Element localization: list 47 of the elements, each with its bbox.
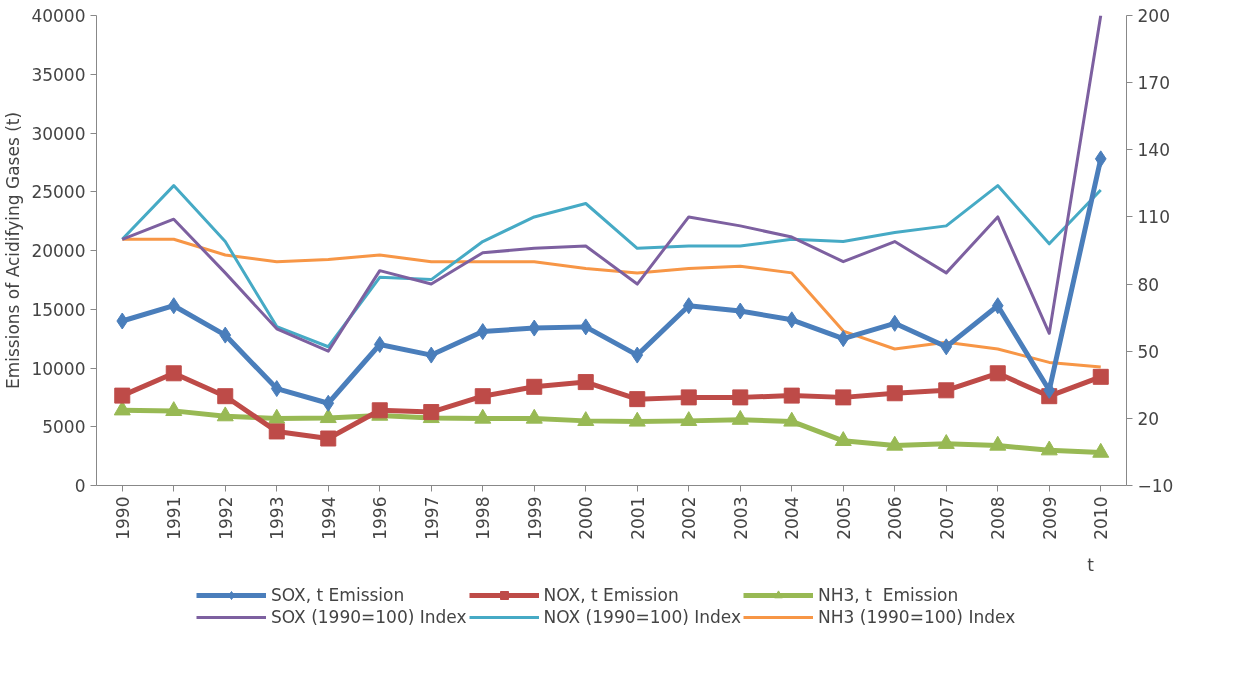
y2-tick-label: −10 bbox=[1137, 476, 1174, 496]
y-tick-label: 10000 bbox=[31, 358, 86, 379]
x-tick-label: 2006 bbox=[885, 496, 906, 540]
line-series bbox=[120, 15, 1103, 353]
x-tick-label: 1997 bbox=[421, 496, 442, 540]
x-tick-label: 1994 bbox=[318, 496, 339, 540]
y-tick-label: 25000 bbox=[31, 182, 86, 203]
x-tick-label: 1999 bbox=[524, 496, 545, 540]
x-tick-label: 2008 bbox=[988, 496, 1009, 540]
y-tick-label: 15000 bbox=[31, 299, 86, 320]
y-tick-label: 40000 bbox=[31, 6, 86, 26]
legend-label: NH3, t Emission bbox=[818, 585, 959, 605]
y2-tick-label: 140 bbox=[1137, 140, 1170, 161]
legend-label: SOX, t Emission bbox=[271, 585, 405, 605]
legend-label: NOX (1990=100) Index bbox=[543, 607, 742, 627]
y2-tick-label: 80 bbox=[1137, 274, 1160, 295]
y-tick-label: 35000 bbox=[31, 64, 86, 85]
y2-tick-label: 50 bbox=[1137, 341, 1160, 362]
x-tick-label: 2000 bbox=[576, 496, 597, 540]
text: t bbox=[1087, 554, 1095, 575]
x-tick-label: 1993 bbox=[267, 496, 288, 540]
y-tick-label: 5000 bbox=[42, 417, 86, 438]
y2-tick-label: 110 bbox=[1137, 207, 1170, 228]
x-tick-label: 2004 bbox=[782, 496, 803, 540]
x-tick-label: 2010 bbox=[1091, 496, 1112, 540]
x-tick-label: 2005 bbox=[833, 496, 854, 540]
x-tick-label: 1996 bbox=[370, 496, 391, 540]
x-tick-label: 2003 bbox=[730, 496, 751, 540]
x-tick-label: 1998 bbox=[473, 496, 494, 540]
y-tick-label: 0 bbox=[74, 476, 86, 496]
legend-label: SOX (1990=100) Index bbox=[271, 607, 467, 627]
y-tick-label: 30000 bbox=[31, 123, 86, 144]
x-tick-label: 1992 bbox=[215, 496, 236, 540]
x-tick-label: 2001 bbox=[627, 496, 648, 540]
legend-label: NH3 (1990=100) Index bbox=[818, 607, 1016, 627]
x-tick-label: 2002 bbox=[679, 496, 700, 540]
legend-label: NOX, t Emission bbox=[543, 585, 679, 605]
y2-tick-label: 20 bbox=[1137, 408, 1160, 429]
x-tick-label: 1991 bbox=[164, 496, 185, 540]
y2-tick-label: 170 bbox=[1137, 73, 1170, 94]
line-series bbox=[120, 184, 1103, 349]
y-tick-label: 20000 bbox=[31, 241, 86, 261]
y-axis-title: Emissions of Acidifying Gases (t) bbox=[3, 111, 24, 390]
x-tick-label: 1990 bbox=[112, 496, 133, 540]
x-tick-label: 2007 bbox=[936, 496, 957, 540]
x-tick-label: 2009 bbox=[1039, 496, 1060, 540]
y2-tick-label: 200 bbox=[1137, 6, 1170, 26]
